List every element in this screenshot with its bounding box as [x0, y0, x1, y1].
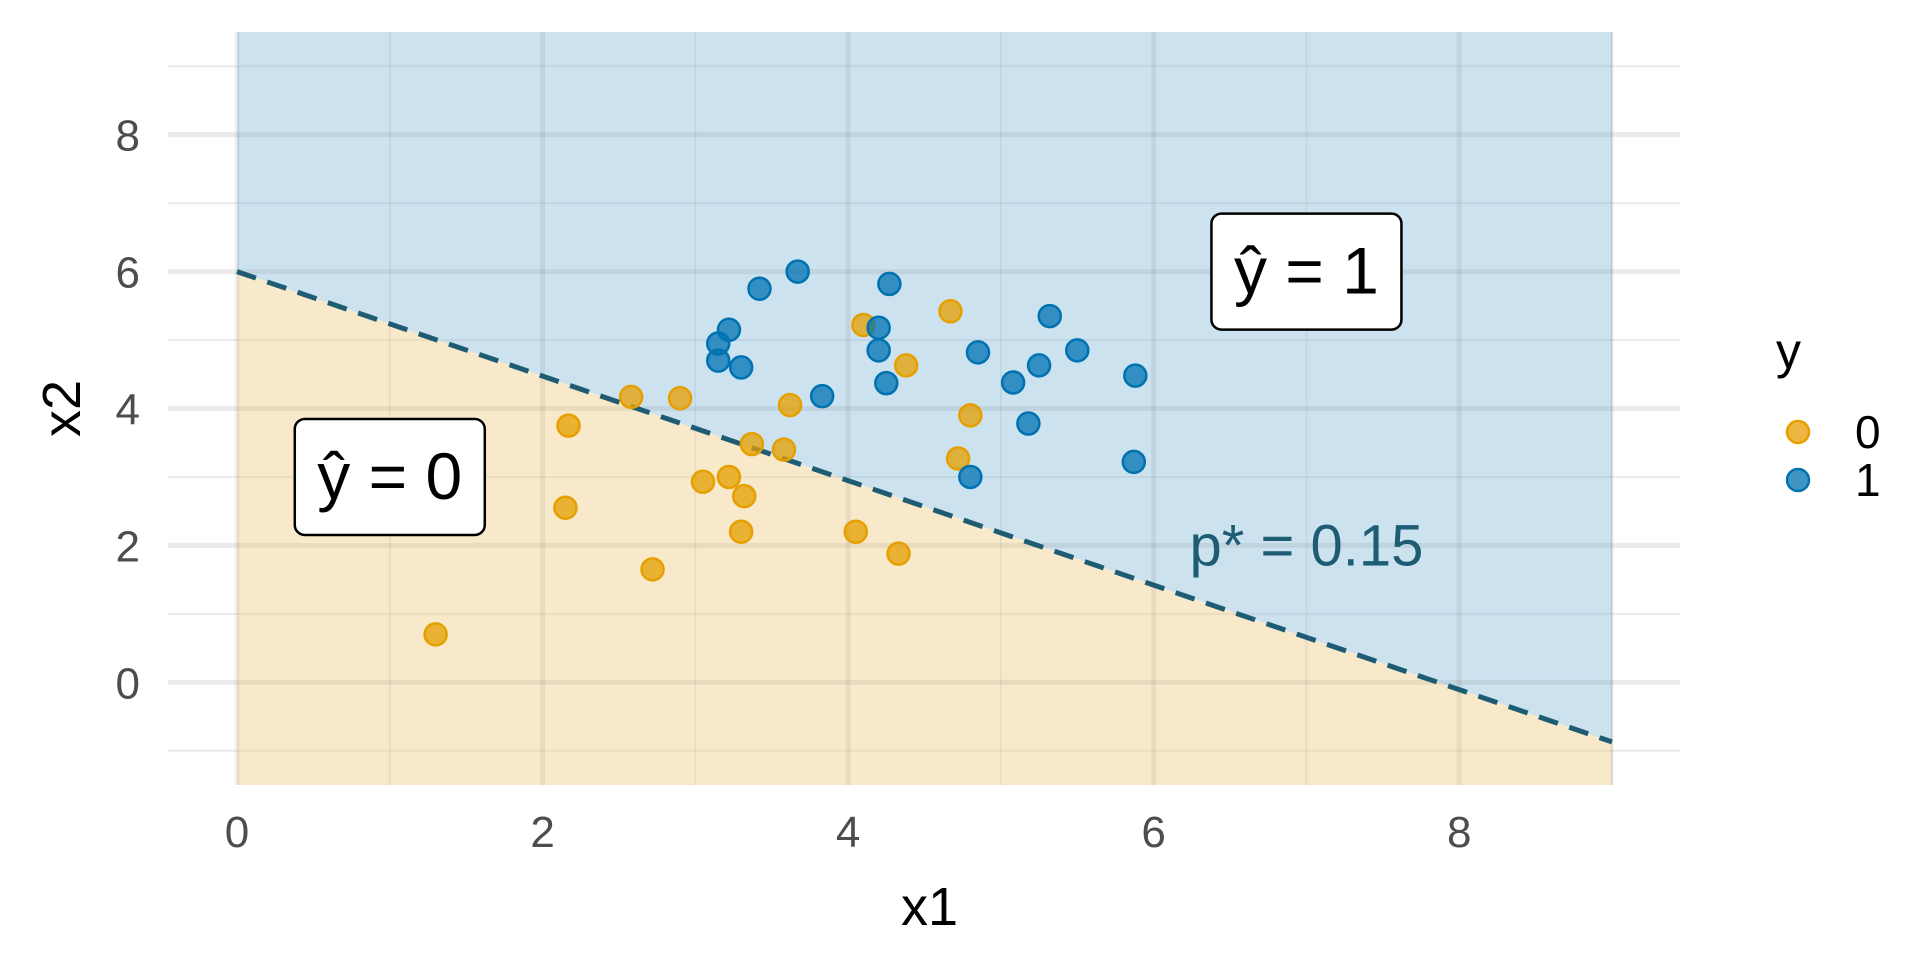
data-point-class-1 — [1037, 303, 1063, 329]
region-label-class-1: ŷ = 1 — [1210, 212, 1403, 331]
data-point-class-0 — [938, 299, 963, 324]
data-point-class-0 — [945, 446, 971, 471]
threshold-label: p* = 0.15 — [1190, 513, 1424, 578]
data-point-class-0 — [690, 469, 716, 494]
data-point-class-0 — [556, 413, 581, 438]
data-point-class-0 — [423, 622, 448, 647]
data-point-class-1 — [874, 370, 899, 396]
decision-boundary-line — [236, 269, 1613, 745]
x-tick-label: 4 — [836, 808, 860, 857]
region-label-class-0: ŷ = 0 — [293, 417, 487, 537]
data-point-class-1 — [958, 464, 983, 490]
x-axis-title: x1 — [901, 877, 958, 937]
data-point-class-0 — [771, 437, 797, 462]
data-point-class-0 — [739, 431, 765, 457]
data-point-class-1 — [1000, 370, 1026, 395]
x-tick-label: 0 — [225, 808, 249, 857]
data-point-class-1 — [1016, 411, 1041, 436]
data-point-class-0 — [958, 403, 983, 428]
y-tick-label: 6 — [116, 249, 140, 298]
data-point-class-0 — [728, 519, 754, 544]
data-point-class-1 — [706, 348, 731, 373]
data-point-class-0 — [843, 519, 868, 544]
data-point-class-1 — [809, 383, 835, 409]
y-tick-label: 0 — [116, 659, 140, 708]
data-point-class-1 — [1123, 363, 1148, 388]
region-label-class-0-text: ŷ = 0 — [317, 439, 462, 513]
legend-title: y — [1776, 323, 1801, 379]
data-point-class-0 — [618, 384, 644, 410]
data-point-class-1 — [866, 338, 891, 363]
data-point-class-0 — [716, 464, 742, 490]
data-points — [423, 259, 1148, 647]
data-point-class-1 — [1121, 449, 1147, 475]
data-point-class-1 — [785, 259, 810, 284]
legend-label-0: 0 — [1855, 406, 1881, 458]
region-class-0 — [237, 271, 1612, 785]
data-point-class-1 — [716, 317, 742, 343]
x-axis-ticks: 0 2 4 6 8 — [225, 808, 1472, 857]
data-point-class-1 — [1065, 338, 1090, 363]
y-tick-label: 2 — [116, 522, 140, 571]
data-point-class-0 — [667, 385, 693, 411]
y-tick-label: 4 — [116, 386, 140, 435]
x-tick-label: 2 — [530, 808, 554, 857]
region-class-1 — [237, 32, 1612, 742]
y-axis-ticks: 0 2 4 6 8 — [116, 112, 140, 709]
data-point-class-0 — [893, 353, 919, 378]
legend-key-0 — [1785, 419, 1811, 445]
legend-label-1: 1 — [1855, 454, 1881, 506]
data-point-class-1 — [728, 355, 754, 380]
legend: y 01 — [1776, 323, 1881, 506]
data-point-class-0 — [640, 557, 665, 582]
x-tick-label: 6 — [1141, 808, 1165, 857]
data-point-class-0 — [731, 483, 757, 509]
data-point-class-0 — [777, 392, 803, 418]
data-point-class-1 — [965, 340, 991, 365]
y-tick-label: 8 — [116, 112, 140, 161]
data-point-class-1 — [747, 276, 772, 301]
decision-regions — [237, 32, 1612, 785]
data-point-class-1 — [866, 315, 891, 340]
grid-overlay — [234, 32, 1614, 785]
y-axis-title: x2 — [32, 380, 92, 437]
data-point-class-1 — [877, 271, 902, 297]
data-point-class-0 — [553, 495, 578, 521]
region-label-class-1-text: ŷ = 1 — [1234, 234, 1379, 308]
data-point-class-0 — [886, 541, 911, 566]
data-point-class-1 — [1026, 353, 1052, 378]
x-tick-label: 8 — [1447, 808, 1471, 857]
legend-key-1 — [1785, 467, 1811, 493]
